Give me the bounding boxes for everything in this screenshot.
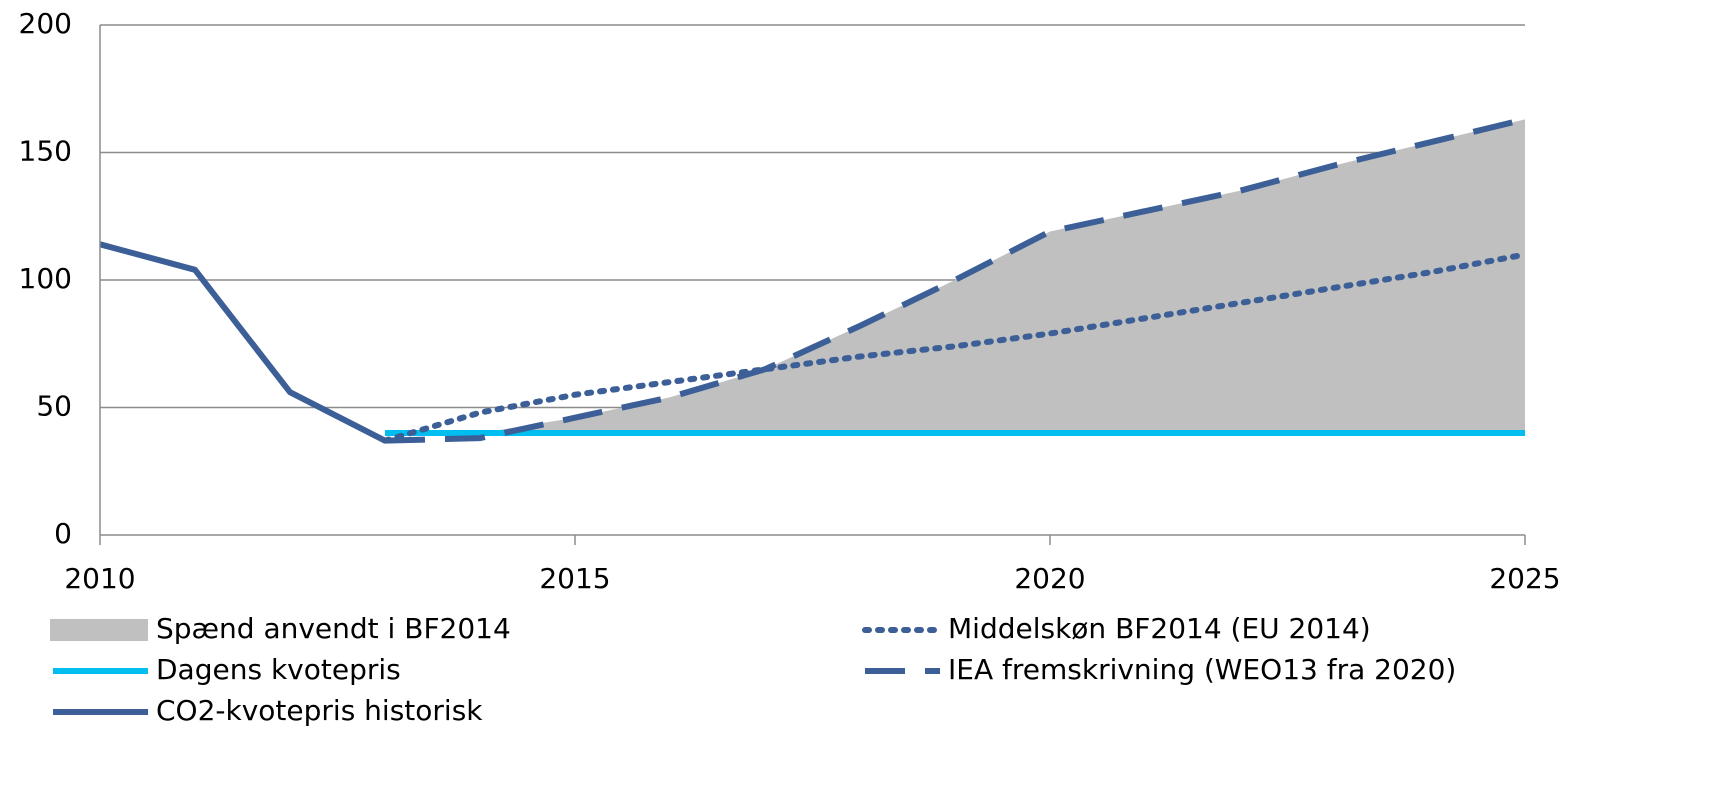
- line-dotted: [382, 251, 1528, 444]
- x-tick-label: 2020: [1014, 562, 1085, 595]
- legend-label: Dagens kvotepris: [156, 653, 401, 686]
- x-tick-label: 2025: [1489, 562, 1560, 595]
- line-dashed: [384, 116, 1526, 444]
- legend-label: CO2-kvotepris historisk: [156, 694, 483, 727]
- y-tick-label: 200: [19, 7, 72, 40]
- range-area: [385, 119, 1525, 433]
- legend-swatch: [50, 619, 148, 641]
- legend-label: Spænd anvendt i BF2014: [156, 612, 511, 645]
- line-solid: [99, 241, 387, 444]
- legend-label: Middelskøn BF2014 (EU 2014): [948, 612, 1371, 645]
- x-tick-label: 2010: [64, 562, 135, 595]
- x-tick-label: 2015: [539, 562, 610, 595]
- legend-label: IEA fremskrivning (WEO13 fra 2020): [948, 653, 1456, 686]
- y-tick-label: 0: [54, 517, 72, 550]
- y-tick-label: 50: [36, 390, 72, 423]
- y-tick-label: 150: [19, 135, 72, 168]
- y-tick-label: 100: [19, 262, 72, 295]
